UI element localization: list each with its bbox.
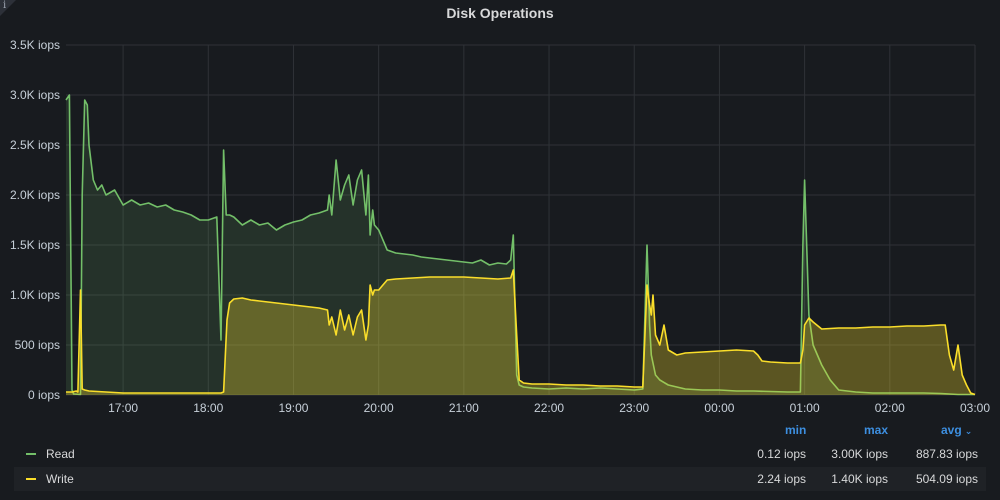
legend-header-avg-label: avg	[941, 423, 962, 437]
legend-max-write: 1.40K iops	[831, 472, 888, 486]
y-tick-label: 2.0K iops	[10, 188, 60, 202]
x-tick-label: 02:00	[875, 401, 905, 415]
x-axis: 17:00 18:00 19:00 20:00 21:00 22:00 23:00 00:00…	[108, 401, 990, 415]
legend-name-write[interactable]: Write	[46, 472, 74, 486]
legend-min-read: 0.12 iops	[757, 447, 806, 461]
series-area-read	[66, 95, 975, 395]
x-tick-label: 03:00	[960, 401, 990, 415]
legend-swatch-read	[26, 453, 36, 455]
y-tick-label: 500 iops	[15, 338, 60, 352]
panel-title[interactable]: Disk Operations	[446, 5, 554, 21]
series-area-write	[66, 270, 975, 395]
legend-max-read: 3.00K iops	[831, 447, 888, 461]
disk-operations-chart: 0 iops 500 iops 1.0K iops 1.5K iops 2.0K iop…	[10, 38, 990, 415]
chart-areas	[65, 94, 976, 396]
chart-grid	[66, 44, 976, 396]
x-tick-label: 18:00	[193, 401, 223, 415]
legend-swatch-write	[26, 478, 36, 480]
x-tick-label: 23:00	[619, 401, 649, 415]
y-tick-label: 0 iops	[28, 388, 60, 402]
legend-min-write: 2.24 iops	[757, 472, 806, 486]
y-tick-label: 3.0K iops	[10, 88, 60, 102]
x-tick-label: 00:00	[704, 401, 734, 415]
legend-row-write[interactable]: Write 2.24 iops 1.40K iops 504.09 iops	[14, 467, 986, 491]
x-tick-label: 21:00	[449, 401, 479, 415]
y-axis: 0 iops 500 iops 1.0K iops 1.5K iops 2.0K iop…	[10, 38, 60, 402]
x-tick-label: 22:00	[534, 401, 564, 415]
legend-avg-write: 504.09 iops	[915, 472, 978, 486]
sort-chevron-down-icon: ⌄	[964, 426, 973, 436]
legend-name-read[interactable]: Read	[46, 447, 75, 461]
y-tick-label: 2.5K iops	[10, 138, 60, 152]
series-line-read[interactable]	[65, 94, 975, 396]
info-icon[interactable]: i	[3, 0, 7, 11]
legend-header-min[interactable]: min	[785, 423, 807, 437]
legend-avg-read: 887.83 iops	[915, 447, 978, 461]
legend-header-max[interactable]: max	[864, 423, 889, 437]
legend-row-read[interactable]: Read 0.12 iops 3.00K iops 887.83 iops	[14, 442, 986, 466]
x-tick-label: 19:00	[278, 401, 308, 415]
x-tick-label: 17:00	[108, 401, 138, 415]
legend-header-avg[interactable]: avg ⌄	[941, 423, 972, 437]
series-line-write[interactable]	[66, 269, 976, 396]
y-tick-label: 1.5K iops	[10, 238, 60, 252]
y-tick-label: 1.0K iops	[10, 288, 60, 302]
x-tick-label: 20:00	[364, 401, 394, 415]
y-tick-label: 3.5K iops	[10, 38, 60, 52]
x-tick-label: 01:00	[790, 401, 820, 415]
